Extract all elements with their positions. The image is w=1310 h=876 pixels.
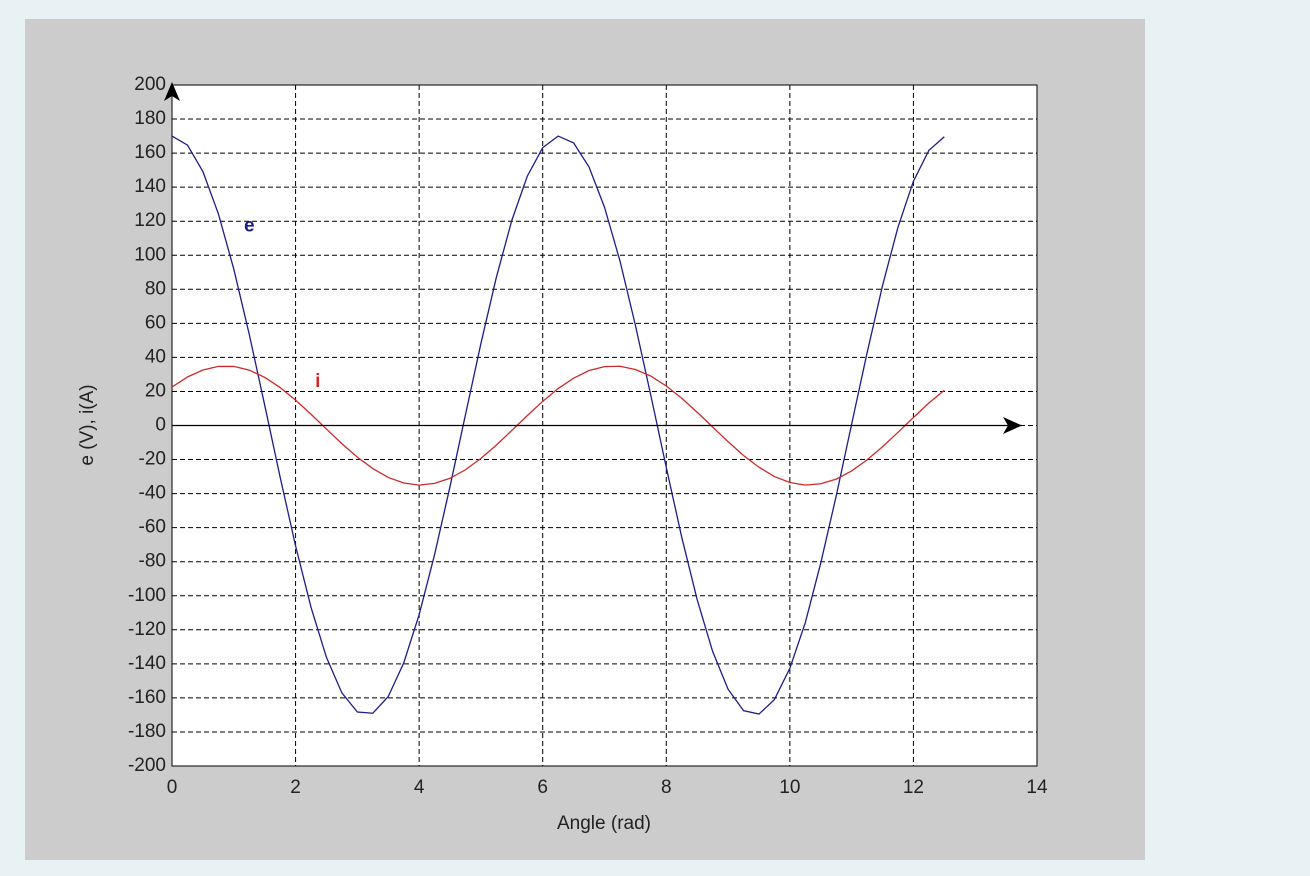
x-tick-label: 8 bbox=[661, 777, 672, 798]
y-tick-label: -100 bbox=[128, 585, 166, 606]
y-tick-label: 40 bbox=[145, 346, 166, 367]
y-tick-label: 120 bbox=[134, 210, 166, 231]
x-axis-label: Angle (rad) bbox=[557, 813, 651, 834]
y-tick-label: 160 bbox=[134, 142, 166, 163]
y-tick-label: 180 bbox=[134, 108, 166, 129]
y-tick-label: -40 bbox=[139, 483, 166, 504]
y-tick-label: 140 bbox=[134, 176, 166, 197]
y-tick-label: 0 bbox=[155, 415, 166, 436]
x-tick-label: 12 bbox=[903, 777, 924, 798]
y-tick-label: -120 bbox=[128, 619, 166, 640]
y-arrow bbox=[164, 82, 180, 101]
x-tick-label: 14 bbox=[1026, 777, 1048, 798]
line-series bbox=[171, 365, 945, 486]
line-series bbox=[171, 135, 945, 715]
x-tick-label: 2 bbox=[290, 777, 301, 798]
y-tick-label: -160 bbox=[128, 687, 166, 708]
x-tick-label: 6 bbox=[537, 777, 548, 798]
y-tick-label: -140 bbox=[128, 653, 166, 674]
y-axis-label: e (V), i(A) bbox=[77, 384, 98, 465]
y-tick-label: 20 bbox=[145, 380, 166, 401]
y-tick-label: -60 bbox=[139, 517, 166, 538]
y-tick-label: 200 bbox=[134, 74, 166, 95]
y-tick-label: -80 bbox=[139, 551, 166, 572]
y-tick-label: -200 bbox=[128, 755, 166, 776]
annotation: i bbox=[315, 371, 320, 392]
x-tick-label: 4 bbox=[414, 777, 425, 798]
y-tick-label: 80 bbox=[145, 278, 166, 299]
y-tick-label: 60 bbox=[145, 312, 166, 333]
x-tick-label: 0 bbox=[167, 777, 178, 798]
y-tick-label: -20 bbox=[139, 449, 166, 470]
y-tick-label: -180 bbox=[128, 721, 166, 742]
x-arrow bbox=[1003, 417, 1022, 434]
annotation: e bbox=[244, 215, 255, 236]
x-tick-label: 10 bbox=[779, 777, 800, 798]
y-tick-label: 100 bbox=[134, 244, 166, 265]
